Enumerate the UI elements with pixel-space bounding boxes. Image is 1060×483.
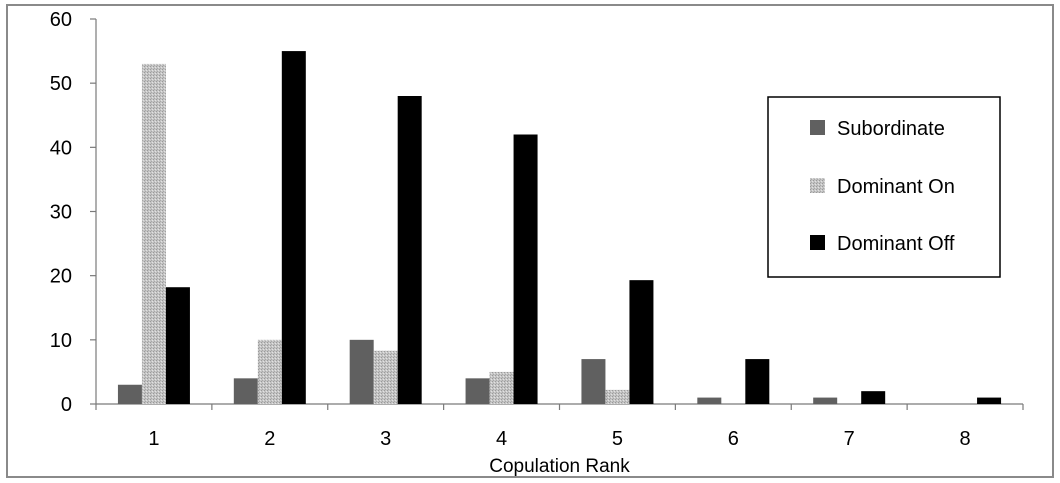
x-tick-label: 2 [264, 428, 275, 450]
bar-dominant-off-3 [397, 96, 422, 404]
x-tick-label: 6 [728, 428, 739, 450]
bar-subordinate-1 [117, 384, 142, 404]
y-tick-label: 50 [50, 73, 72, 95]
bar-dominant-off-4 [513, 134, 538, 404]
bar-dominant-off-6 [745, 359, 770, 404]
bars [117, 51, 1002, 405]
legend-box [767, 96, 1001, 278]
bar-subordinate-2 [233, 378, 258, 404]
y-axis-ticks: 0 10 20 30 40 50 60 [50, 9, 96, 416]
y-tick-label: 10 [50, 330, 72, 352]
x-tick-label: 1 [148, 428, 159, 450]
y-tick-label: 60 [50, 9, 72, 31]
legend-label: Dominant Off [837, 233, 955, 255]
bar-dominant-on-1 [141, 63, 166, 405]
legend-swatch [810, 120, 825, 135]
bar-dominant-off-8 [977, 397, 1002, 404]
legend-label: Subordinate [837, 118, 945, 140]
bar-subordinate-5 [581, 359, 606, 404]
x-tick-label: 8 [960, 428, 971, 450]
y-tick-label: 20 [50, 266, 72, 288]
y-tick-label: 0 [61, 394, 72, 416]
bar-dominant-on-4 [489, 371, 514, 404]
x-tick-label: 5 [612, 428, 623, 450]
x-tick-label: 3 [380, 428, 391, 450]
legend-swatch [810, 235, 825, 250]
bar-dominant-on-5 [605, 389, 630, 404]
bar-dominant-on-3 [373, 350, 398, 404]
x-axis-title: Copulation Rank [489, 456, 630, 477]
legend: Subordinate Dominant On Dominant Off [767, 96, 1001, 278]
bar-dominant-off-2 [281, 51, 306, 404]
y-tick-label: 30 [50, 202, 72, 224]
bar-dominant-off-1 [165, 287, 190, 404]
bar-subordinate-3 [349, 339, 374, 404]
x-axis-ticks: 1 2 3 4 5 6 7 8 [95, 404, 1024, 450]
legend-swatch [810, 178, 825, 193]
bar-dominant-off-5 [629, 280, 654, 404]
bar-subordinate-6 [697, 397, 722, 404]
x-tick-label: 4 [496, 428, 507, 450]
y-tick-label: 40 [50, 137, 72, 159]
bar-dominant-off-7 [861, 391, 886, 404]
x-tick-label: 7 [844, 428, 855, 450]
bar-subordinate-4 [465, 378, 490, 404]
legend-label: Dominant On [837, 176, 955, 198]
bar-dominant-on-2 [257, 339, 282, 404]
bar-subordinate-7 [813, 397, 838, 404]
